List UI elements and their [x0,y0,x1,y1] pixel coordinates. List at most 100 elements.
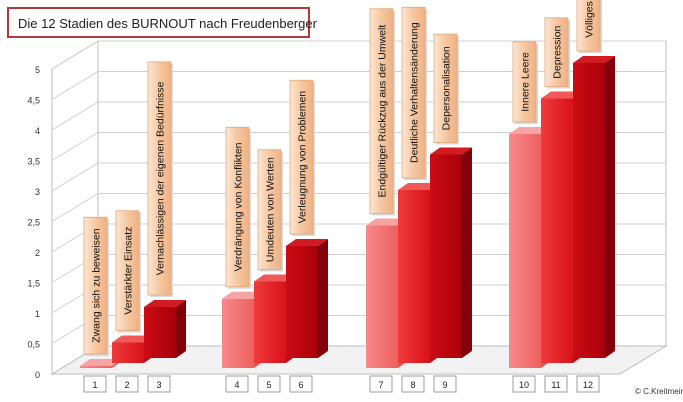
bar-front [541,98,573,363]
stage-label-box [401,6,426,179]
chart-title: Die 12 Stadien des BURNOUT nach Freudenb… [18,16,318,31]
x-tick-label: 10 [519,380,529,390]
x-tick-box [369,375,393,393]
bar-front [80,366,112,368]
x-tick-box [512,375,536,393]
stage-label-box [433,33,458,143]
stage-label-12: Völliges Burnout [576,0,602,53]
y-tick-label: 3,5 [27,157,40,167]
stage-label-text: Depersonalisation [441,46,453,130]
x-tick-12: 12 [576,375,600,393]
stage-label-box [544,17,569,87]
y-axis-tick-labels: 0 0,5 1 1,5 2 2,5 3 3,5 4 4,5 5 [27,65,40,380]
gridline-side [51,71,99,100]
bar-front [398,190,430,363]
bar-front [573,63,605,358]
x-tick-box [289,375,313,393]
y-tick-label: 3 [35,187,40,197]
bar-9 [430,147,472,358]
x-axis-tick-labels: 1 2 3 4 5 6 7 8 9 10 11 12 [83,375,600,393]
gridline-side [51,162,99,192]
x-tick-6: 6 [289,375,313,393]
y-tick-label: 2 [35,248,40,258]
x-tick-box [544,375,568,393]
stage-label-box [512,41,537,123]
bar-top [430,147,472,155]
x-tick-label: 1 [92,380,97,390]
bar-side [318,239,328,358]
bar-top [398,183,440,190]
y-tick-label: 0,5 [27,340,40,350]
x-tick-box [257,375,281,393]
x-tick-label: 4 [234,380,239,390]
x-tick-box [83,375,107,393]
stage-label-2: Verstärkter Einsatz [115,210,141,333]
stage-label-6: Verleugnung von Problemen [289,79,315,236]
x-tick-box [147,375,171,393]
bar-front [366,225,398,368]
stage-label-10: Innere Leere [512,41,538,124]
x-tick-label: 2 [124,380,129,390]
x-tick-label: 6 [298,380,303,390]
stage-label-box [225,126,250,288]
x-tick-label: 5 [266,380,271,390]
x-tick-label: 8 [410,380,415,390]
x-tick-1: 1 [83,375,107,393]
stage-label-5: Umdeuten von Werten [257,149,283,272]
stage-label-box [83,216,108,355]
gridline-side [51,132,99,161]
bar-side [176,300,186,358]
x-tick-7: 7 [369,375,393,393]
stage-label-box [147,61,172,296]
title-box [7,7,310,38]
y-tick-label: 5 [35,65,40,75]
bar-top [254,274,296,282]
stage-label-1: Zwang sich zu beweisen [83,216,109,356]
stage-label-text: Verdrängung von Konflikten [233,142,245,271]
bar-top [222,291,264,299]
bar-top [509,127,551,134]
x-tick-box [225,375,249,393]
x-tick-box [401,375,425,393]
bar-side [605,56,615,358]
bar-front [430,154,462,358]
x-tick-4: 4 [225,375,249,393]
bar-top [573,56,615,63]
x-tick-label: 3 [156,380,161,390]
bar-front [286,246,318,358]
stage-label-box [289,79,314,235]
x-tick-2: 2 [115,375,139,393]
stage-label-box [576,0,601,52]
y-tick-label: 0 [35,370,40,380]
y-tick-label: 1,5 [27,279,40,289]
y-tick-label: 1 [35,309,40,319]
stage-label-text: Umdeuten von Werten [265,157,277,262]
stage-label-text: Deutliche Verhaltensänderung [409,22,421,163]
y-tick-label: 2,5 [27,218,40,228]
x-tick-11: 11 [544,375,568,393]
stage-label-box [369,8,394,214]
x-tick-3: 3 [147,375,171,393]
bar-top [541,91,583,99]
bar-front [254,281,286,363]
bar-top [144,300,186,307]
x-tick-label: 11 [551,380,560,390]
stage-label-4: Verdrängung von Konflikten [225,126,251,289]
bar-top [80,359,122,366]
stage-label-text: Zwang sich zu beweisen [91,228,103,343]
bar-top [366,218,408,226]
gridline-side [51,193,99,222]
stage-label-text: Depression [552,25,564,78]
stage-label-8: Deutliche Verhaltensänderung [401,6,427,180]
bar-12 [573,56,615,358]
x-tick-label: 9 [442,380,447,390]
stage-label-7: Endgültiger Rückzug aus der Umwelt [369,8,395,216]
x-tick-box [433,375,457,393]
copyright-note: © C.Kreitmeir [635,387,683,396]
stage-label-text: Völliges Burnout [584,0,596,38]
bar-front [112,342,144,363]
bar-front [509,134,541,368]
bar-side [462,147,472,358]
